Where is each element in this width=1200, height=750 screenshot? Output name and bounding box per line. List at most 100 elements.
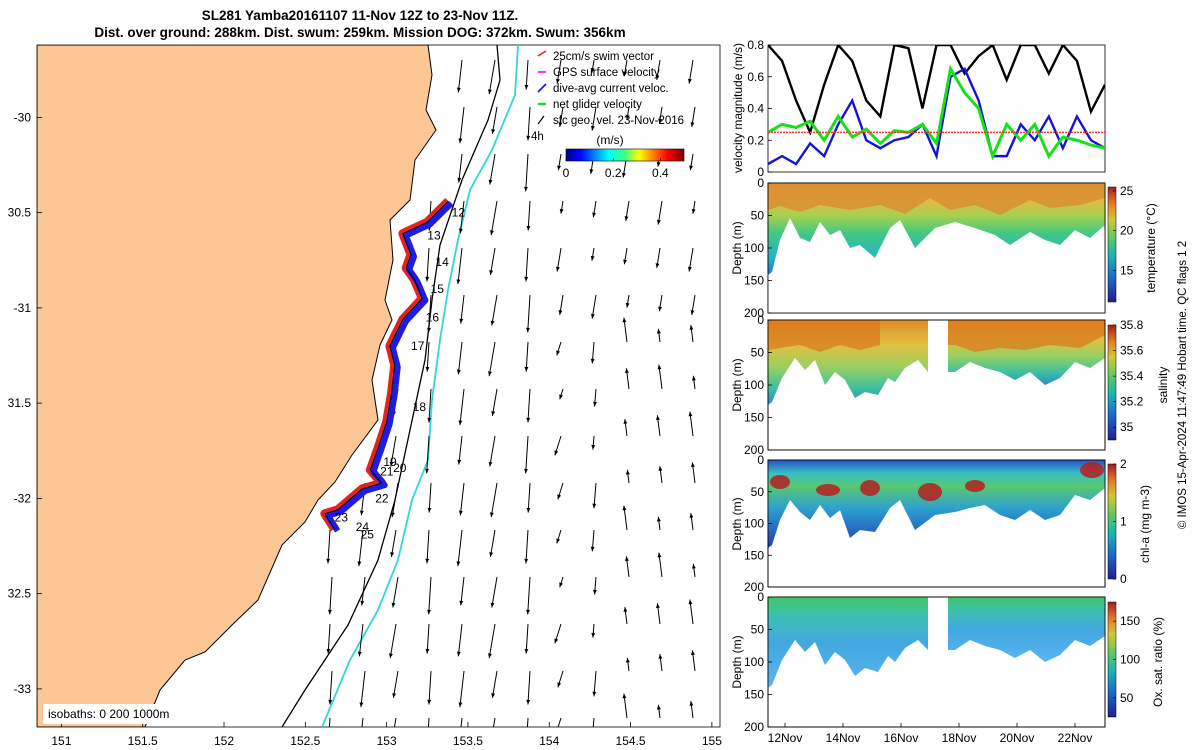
velocity-arrowhead: [625, 302, 630, 308]
depth-tick-label: 0: [757, 453, 764, 467]
map-legend: 25cm/s swim vector GPS surface velocity …: [537, 50, 684, 127]
velocity-arrowhead: [558, 122, 563, 127]
velocity-arrowhead: [526, 327, 530, 333]
oxygen-field-right: [948, 597, 1105, 662]
isobaths: [281, 45, 519, 727]
velocity-arrowhead: [656, 328, 661, 334]
chlorophyll-field: [768, 460, 1105, 548]
velocity-arrowhead: [490, 320, 495, 326]
velocity-arrow: [492, 717, 496, 727]
map-axes: 151 151.5 152 152.5 153 153.5 154 154.5 155 -30 30…: [8, 110, 723, 748]
velocity-arrowhead: [656, 219, 661, 225]
velocity-arrowhead: [489, 744, 493, 749]
colorbar-tick-label: 35.2: [1120, 395, 1144, 409]
velocity-arrowhead: [427, 699, 432, 705]
velocity-arrow: [457, 341, 463, 375]
velocity-arrow: [459, 670, 465, 708]
velocity-arrowhead: [657, 364, 662, 370]
velocity-arrow: [489, 435, 496, 467]
velocity-arrowhead: [427, 609, 431, 615]
velocity-arrow: [457, 529, 463, 567]
velocity-arrowhead: [524, 558, 529, 564]
velocity-arrowhead: [625, 114, 630, 120]
map-ytick-label: -33: [14, 682, 32, 696]
velocity-arrow: [460, 576, 465, 606]
velocity-arrowhead: [359, 702, 364, 708]
velocity-arrowhead: [658, 654, 663, 659]
velocity-arrowhead: [458, 138, 463, 144]
velocity-arrowhead: [491, 693, 496, 698]
velocity-arrowhead: [490, 230, 494, 236]
day-label: 18: [413, 400, 427, 414]
oxygen-ylabel: Depth (m): [730, 635, 744, 688]
colorbar-tick-label: 2: [1120, 457, 1127, 471]
velocity-arrowhead: [389, 653, 393, 659]
depth-tick-label: 50: [751, 209, 765, 223]
velocity-arrowhead: [458, 420, 463, 426]
velocity-arrow: [426, 529, 430, 564]
velocity-arrowhead: [591, 444, 596, 450]
velocity-arrowhead: [459, 600, 464, 606]
depth-tick-label: 150: [744, 274, 764, 288]
velocity-arrow: [488, 341, 496, 377]
colorbar-tick-label: 20: [1120, 224, 1134, 238]
colorbar-tick-label: 35.4: [1120, 369, 1144, 383]
legend-item: GPS surface velocity: [538, 67, 660, 79]
temperature-colorbar: [1107, 186, 1117, 303]
map-colorbar: [565, 148, 685, 162]
day-label: 25: [361, 528, 375, 542]
time-tick-label: 14Nov: [826, 731, 861, 745]
map-ytick-label: -30: [14, 110, 32, 124]
depth-tick-label: 50: [751, 623, 765, 637]
velocity-ytick-label: 0.4: [747, 102, 764, 116]
velocity-arrow: [390, 435, 397, 467]
velocity-arrowhead: [655, 75, 660, 80]
colorbar-tick-label: 0: [1120, 572, 1127, 586]
depth-tick-label: 150: [744, 548, 764, 562]
oxygen-axis: 0 50 100 150 200: [744, 590, 772, 734]
velocity-arrowhead: [556, 726, 559, 727]
velocity-arrowhead: [524, 648, 529, 654]
velocity-arrow: [457, 623, 463, 657]
salinity-colorbar-ticks: 35 35.2 35.4 35.6 35.8: [1113, 318, 1144, 434]
colorbar-tick-label: 50: [1120, 691, 1134, 705]
velocity-arrow: [361, 576, 366, 606]
velocity-arrowhead: [488, 179, 493, 185]
velocity-arrow: [358, 529, 364, 567]
temperature-colorbar-ticks: 15 20 25: [1113, 184, 1134, 277]
velocity-arrowhead: [555, 78, 560, 84]
velocity-arrowhead: [526, 225, 531, 231]
salinity-axis: 0 50 100 150 200: [744, 313, 772, 457]
velocity-arrow: [327, 529, 331, 564]
velocity-arrowhead: [590, 255, 595, 261]
velocity-arrowhead: [457, 177, 462, 183]
time-tick-label: 16Nov: [884, 731, 919, 745]
velocity-arrowhead: [392, 693, 397, 698]
velocity-arrowhead: [689, 701, 694, 706]
velocity-arrowhead: [622, 317, 627, 323]
temperature-seabed-mask: [768, 222, 1105, 313]
velocity-arrow: [459, 106, 465, 144]
velocity-arrowhead: [689, 165, 694, 171]
legend-label: sfc geo. vel. 23-Nov-2016: [553, 115, 684, 127]
map-ytick-label: 31.5: [8, 396, 32, 410]
day-label: 23: [335, 510, 349, 524]
colorbar-tick-label: 150: [1120, 614, 1140, 628]
depth-tick-label: 100: [744, 655, 764, 669]
velocity-arrowhead: [328, 699, 333, 705]
velocity-arrowhead: [691, 650, 695, 656]
oxygen-panel: Depth (m) 0 50 100 150 200 50 100 150 Ox. sat.…: [730, 590, 1165, 745]
velocity-arrowhead: [488, 461, 493, 467]
velocity-arrowhead: [524, 186, 528, 192]
day-label: 15: [431, 282, 445, 296]
velocity-arrow: [491, 294, 498, 326]
depth-tick-label: 100: [744, 241, 764, 255]
map-ytick-label: -31: [14, 301, 32, 315]
velocity-arrowhead: [625, 657, 630, 663]
chlorophyll-axis: 0 50 100 150 200: [744, 453, 772, 594]
depth-tick-label: 150: [744, 411, 764, 425]
map-xtick-label: 151.5: [128, 734, 158, 748]
